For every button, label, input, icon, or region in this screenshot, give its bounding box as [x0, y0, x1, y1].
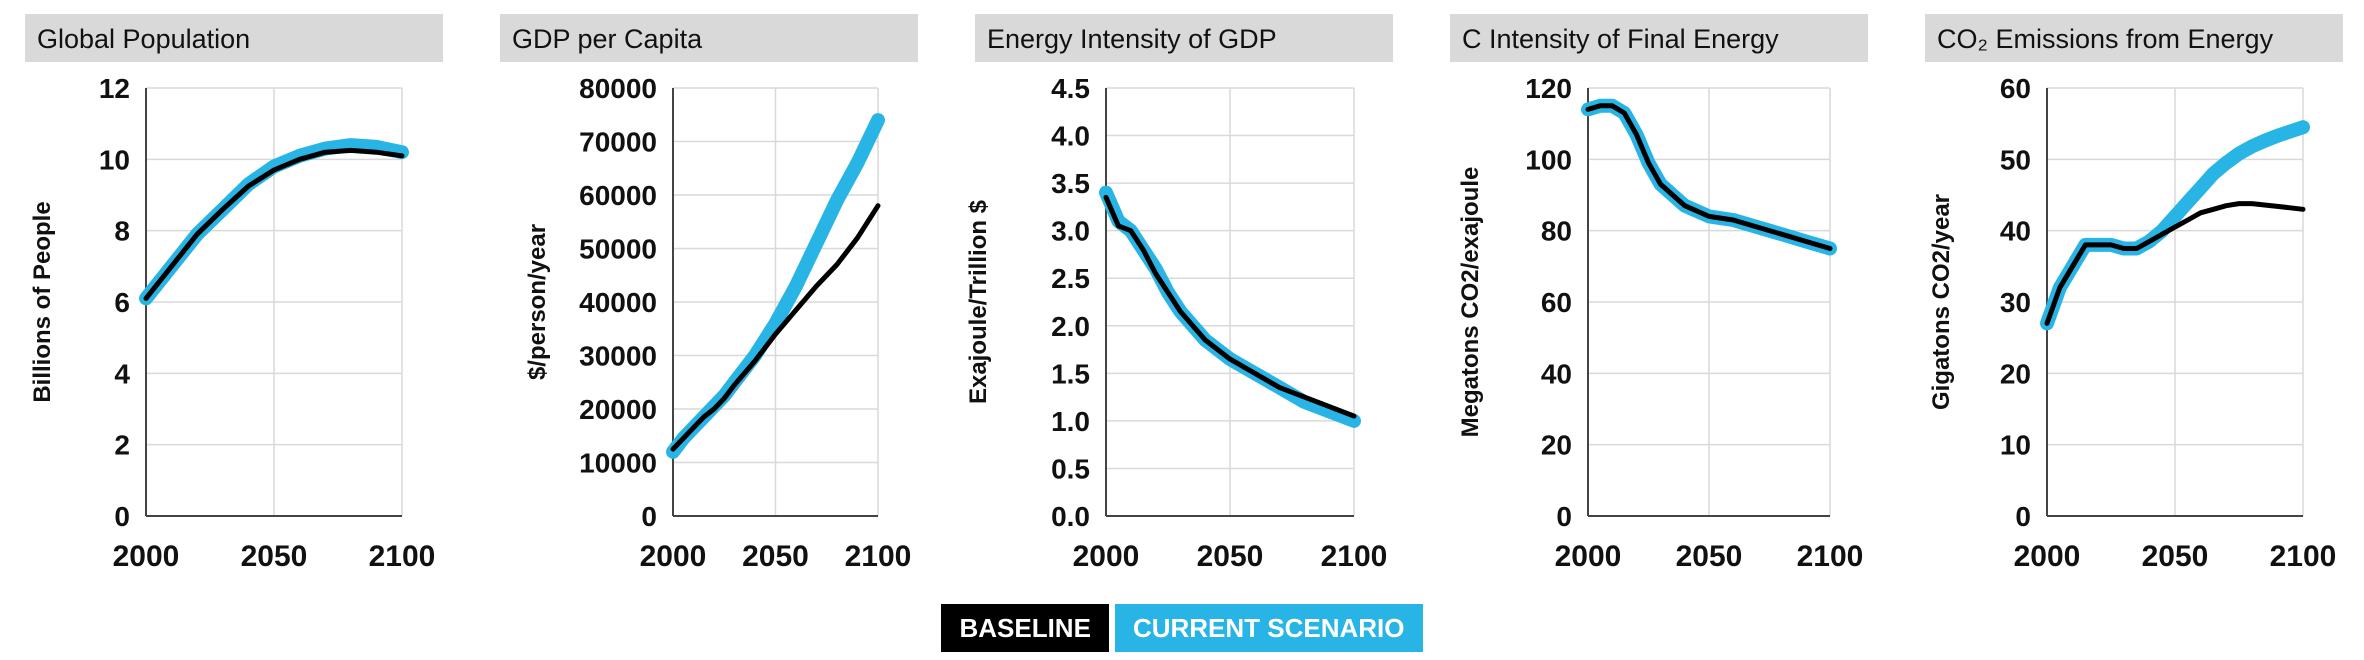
y-tick-label: 0 — [641, 501, 657, 532]
chart-title-bar — [500, 14, 918, 62]
series-line-baseline — [1103, 194, 1357, 419]
y-tick-label: 10 — [2000, 430, 2031, 461]
x-tick-label: 2000 — [640, 540, 707, 573]
series-line-baseline — [670, 203, 881, 452]
chart-title: C Intensity of Final Energy — [1462, 24, 1779, 54]
y-tick-label: 3.0 — [1051, 216, 1090, 247]
y-tick-label: 80 — [1541, 216, 1572, 247]
chart-title-bar — [975, 14, 1393, 62]
x-tick-label: 2050 — [1676, 540, 1743, 573]
y-tick-label: 2 — [114, 430, 130, 461]
chart-title: CO₂ Emissions from Energy — [1937, 24, 2274, 54]
y-axis-label: Megatons CO2/exajoule — [1457, 167, 1484, 438]
y-tick-label: 10000 — [579, 448, 657, 479]
y-tick-label: 1.5 — [1051, 358, 1090, 389]
y-tick-label: 30000 — [579, 341, 657, 372]
y-tick-label: 40000 — [579, 287, 657, 318]
legend-current-scenario: CURRENT SCENARIO — [1114, 604, 1423, 652]
legend: BASELINE CURRENT SCENARIO — [0, 604, 2364, 652]
series-line-baseline — [2044, 201, 2306, 326]
chart-title-bar — [25, 14, 443, 62]
y-tick-label: 70000 — [579, 127, 657, 158]
y-tick-label: 40 — [1541, 358, 1572, 389]
x-tick-label: 2100 — [369, 540, 436, 573]
series-line-baseline — [1585, 103, 1833, 251]
y-axis-label: $/person/year — [524, 224, 551, 380]
y-tick-label: 100 — [1525, 144, 1572, 175]
y-tick-label: 20000 — [579, 394, 657, 425]
y-tick-label: 0 — [1556, 501, 1572, 532]
y-tick-label: 50 — [2000, 144, 2031, 175]
y-tick-label: 20 — [2000, 358, 2031, 389]
y-tick-label: 12 — [99, 73, 130, 104]
series-line-baseline — [143, 147, 405, 301]
x-tick-label: 2050 — [2142, 540, 2209, 573]
x-tick-label: 2050 — [1197, 540, 1264, 573]
y-tick-label: 120 — [1525, 73, 1572, 104]
y-tick-label: 10 — [99, 144, 130, 175]
y-tick-label: 6 — [114, 287, 130, 318]
x-tick-label: 2100 — [1321, 540, 1388, 573]
chart-title-bar — [1450, 14, 1868, 62]
y-axis-label: Exajoule/Trillion $ — [965, 199, 992, 404]
y-tick-label: 3.5 — [1051, 168, 1090, 199]
chart-title: Energy Intensity of GDP — [987, 24, 1277, 54]
y-tick-label: 4 — [114, 358, 130, 389]
y-tick-label: 0.5 — [1051, 453, 1090, 484]
chart-title: GDP per Capita — [512, 24, 703, 54]
y-tick-label: 1.0 — [1051, 406, 1090, 437]
y-tick-label: 2.5 — [1051, 263, 1090, 294]
x-tick-label: 2000 — [2014, 540, 2081, 573]
y-axis-label: Gigatons CO2/year — [1928, 194, 1955, 410]
y-tick-label: 80000 — [579, 73, 657, 104]
y-tick-label: 4.5 — [1051, 73, 1090, 104]
x-tick-label: 2000 — [1073, 540, 1140, 573]
x-tick-label: 2050 — [742, 540, 809, 573]
x-tick-label: 2000 — [113, 540, 180, 573]
y-tick-label: 30 — [2000, 287, 2031, 318]
y-tick-label: 0 — [114, 501, 130, 532]
y-tick-label: 4.0 — [1051, 121, 1090, 152]
y-tick-label: 20 — [1541, 430, 1572, 461]
y-tick-label: 50000 — [579, 234, 657, 265]
y-tick-label: 60 — [1541, 287, 1572, 318]
y-tick-label: 40 — [2000, 216, 2031, 247]
y-tick-label: 0.0 — [1051, 501, 1090, 532]
y-tick-label: 60000 — [579, 180, 657, 211]
x-tick-label: 2100 — [2270, 540, 2337, 573]
chart-title: Global Population — [37, 24, 250, 54]
y-tick-label: 2.0 — [1051, 311, 1090, 342]
y-tick-label: 8 — [114, 216, 130, 247]
y-tick-label: 0 — [2015, 501, 2031, 532]
x-tick-label: 2100 — [845, 540, 912, 573]
x-tick-label: 2000 — [1555, 540, 1622, 573]
x-tick-label: 2050 — [241, 540, 308, 573]
x-tick-label: 2100 — [1797, 540, 1864, 573]
legend-baseline: BASELINE — [941, 604, 1109, 652]
y-axis-label: Billions of People — [29, 201, 56, 402]
y-tick-label: 60 — [2000, 73, 2031, 104]
chart-title-bar — [1925, 14, 2343, 62]
